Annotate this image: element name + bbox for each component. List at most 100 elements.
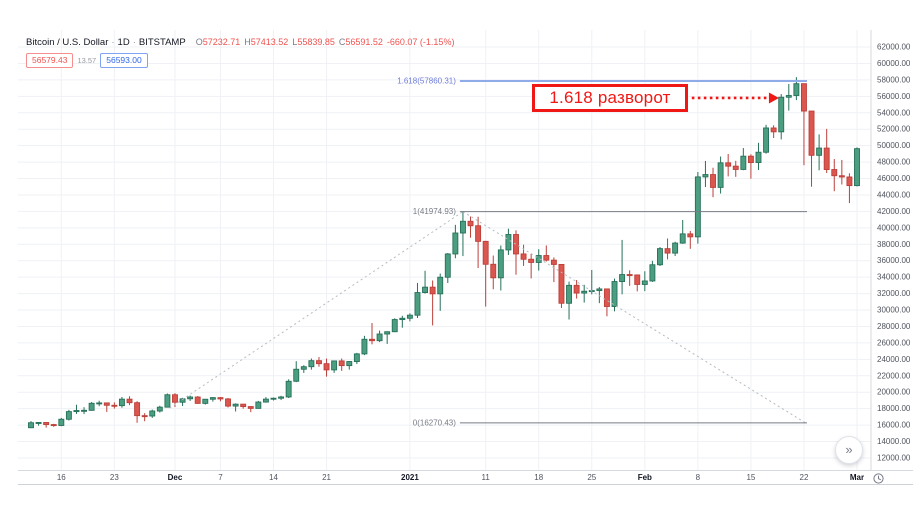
time-axis-label: 15	[746, 473, 755, 482]
price-axis-label: 48000.00	[877, 158, 911, 167]
price-axis-label: 38000.00	[877, 240, 911, 249]
candle	[581, 284, 588, 303]
candle	[717, 156, 724, 194]
high-label: H	[244, 37, 251, 47]
candle	[785, 83, 792, 111]
price-axis-label: 60000.00	[877, 59, 911, 68]
candle	[96, 400, 103, 407]
candle	[641, 271, 648, 292]
candle	[361, 335, 368, 356]
price-axis-label: 24000.00	[877, 355, 911, 364]
trade-panel: 56579.43 13.57 56593.00	[26, 53, 454, 68]
candle	[808, 110, 815, 187]
candle	[81, 407, 87, 415]
price-axis-label: 42000.00	[877, 207, 911, 216]
symbol-title[interactable]: Bitcoin / U.S. Dollar	[26, 37, 109, 48]
candle	[550, 257, 557, 283]
sell-button[interactable]: 56579.43	[26, 53, 74, 68]
exchange-name[interactable]: BITSTAMP	[138, 37, 186, 48]
fib-level-label: 0(16270.43)	[413, 418, 456, 427]
price-axis-label: 26000.00	[877, 338, 911, 347]
candle	[740, 148, 747, 171]
trendline[interactable]	[462, 211, 806, 424]
candle	[240, 403, 247, 409]
interval-value[interactable]: 1D	[117, 37, 130, 48]
candle	[308, 358, 315, 370]
candle	[619, 239, 626, 295]
candle	[285, 379, 292, 398]
time-axis-label: 21	[322, 473, 331, 482]
candle	[611, 278, 618, 312]
candle	[369, 323, 375, 345]
time-axis-label: 11	[482, 473, 491, 482]
ohlc-readout: O57232.71 H57413.52 L55839.85 C56591.52 -660…	[192, 37, 455, 48]
candle	[831, 159, 838, 192]
candle	[353, 352, 360, 365]
candle	[164, 393, 171, 408]
candle	[573, 280, 580, 299]
buy-button[interactable]: 56593.00	[100, 53, 148, 68]
candle	[156, 405, 163, 413]
candle	[414, 282, 421, 319]
price-axis-label: 12000.00	[877, 454, 911, 463]
candle	[73, 404, 80, 414]
annotation-box[interactable]: 1.618 разворот	[532, 84, 688, 112]
time-axis-label: 7	[218, 473, 223, 482]
price-axis-label: 36000.00	[877, 256, 911, 265]
time-axis-label: 14	[269, 473, 278, 482]
time-axis-label: 2021	[401, 473, 419, 482]
price-axis-label: 34000.00	[877, 273, 911, 282]
price-axis-label: 56000.00	[877, 92, 911, 101]
price-axis-label: 28000.00	[877, 322, 911, 331]
time-axis[interactable]: 16 23 Dec 7 14 21 2021 11 18 25 Feb 8 15 22 Mar	[18, 470, 871, 484]
candle	[187, 395, 194, 401]
candle	[838, 160, 845, 185]
candle	[725, 153, 732, 177]
candle	[300, 365, 307, 373]
candle	[497, 245, 504, 291]
fib-extension[interactable]: 1.618(57860.31) 1(41974.93) 0(16270.43)	[397, 77, 807, 428]
candle	[672, 241, 679, 257]
price-axis-label: 54000.00	[877, 108, 911, 117]
price-axis-label: 40000.00	[877, 223, 911, 232]
candle	[816, 134, 823, 171]
candle	[225, 397, 231, 408]
candle	[35, 422, 42, 426]
candle	[278, 395, 285, 401]
price-axis-label: 62000.00	[877, 43, 911, 52]
candle	[262, 397, 269, 403]
candle	[694, 171, 701, 244]
candle	[111, 402, 118, 409]
legend-separator-2: ·	[132, 37, 136, 48]
time-axis-label: 18	[534, 473, 543, 482]
candle	[687, 230, 694, 249]
session-clock-button[interactable]	[872, 472, 885, 485]
candle	[232, 403, 239, 412]
price-axis-label: 14000.00	[877, 437, 911, 446]
candle	[467, 216, 474, 238]
scroll-to-recent-button[interactable]: »	[835, 436, 863, 464]
price-axis-label: 50000.00	[877, 141, 911, 150]
candle	[634, 274, 641, 292]
close-label: C	[338, 37, 346, 47]
candle	[459, 211, 466, 257]
candle	[444, 253, 451, 284]
trendlines[interactable]	[169, 211, 806, 424]
price-axis[interactable]: 12000.00 14000.00 16000.00 18000.00 20000.00…	[871, 30, 913, 470]
candle	[679, 219, 686, 244]
candle	[58, 417, 65, 427]
legend-row: Bitcoin / U.S. Dollar · 1D · BITSTAMP O57232.…	[26, 36, 454, 49]
high-value: 57413.52	[250, 37, 289, 47]
candle	[270, 397, 277, 401]
candle	[846, 173, 853, 204]
candle	[770, 125, 777, 138]
candle	[126, 396, 133, 406]
time-axis-label: Feb	[638, 473, 652, 482]
candle	[664, 238, 671, 260]
candle	[346, 361, 353, 370]
candle	[422, 270, 429, 294]
time-axis-label: 16	[57, 473, 66, 482]
trendline[interactable]	[169, 211, 464, 409]
